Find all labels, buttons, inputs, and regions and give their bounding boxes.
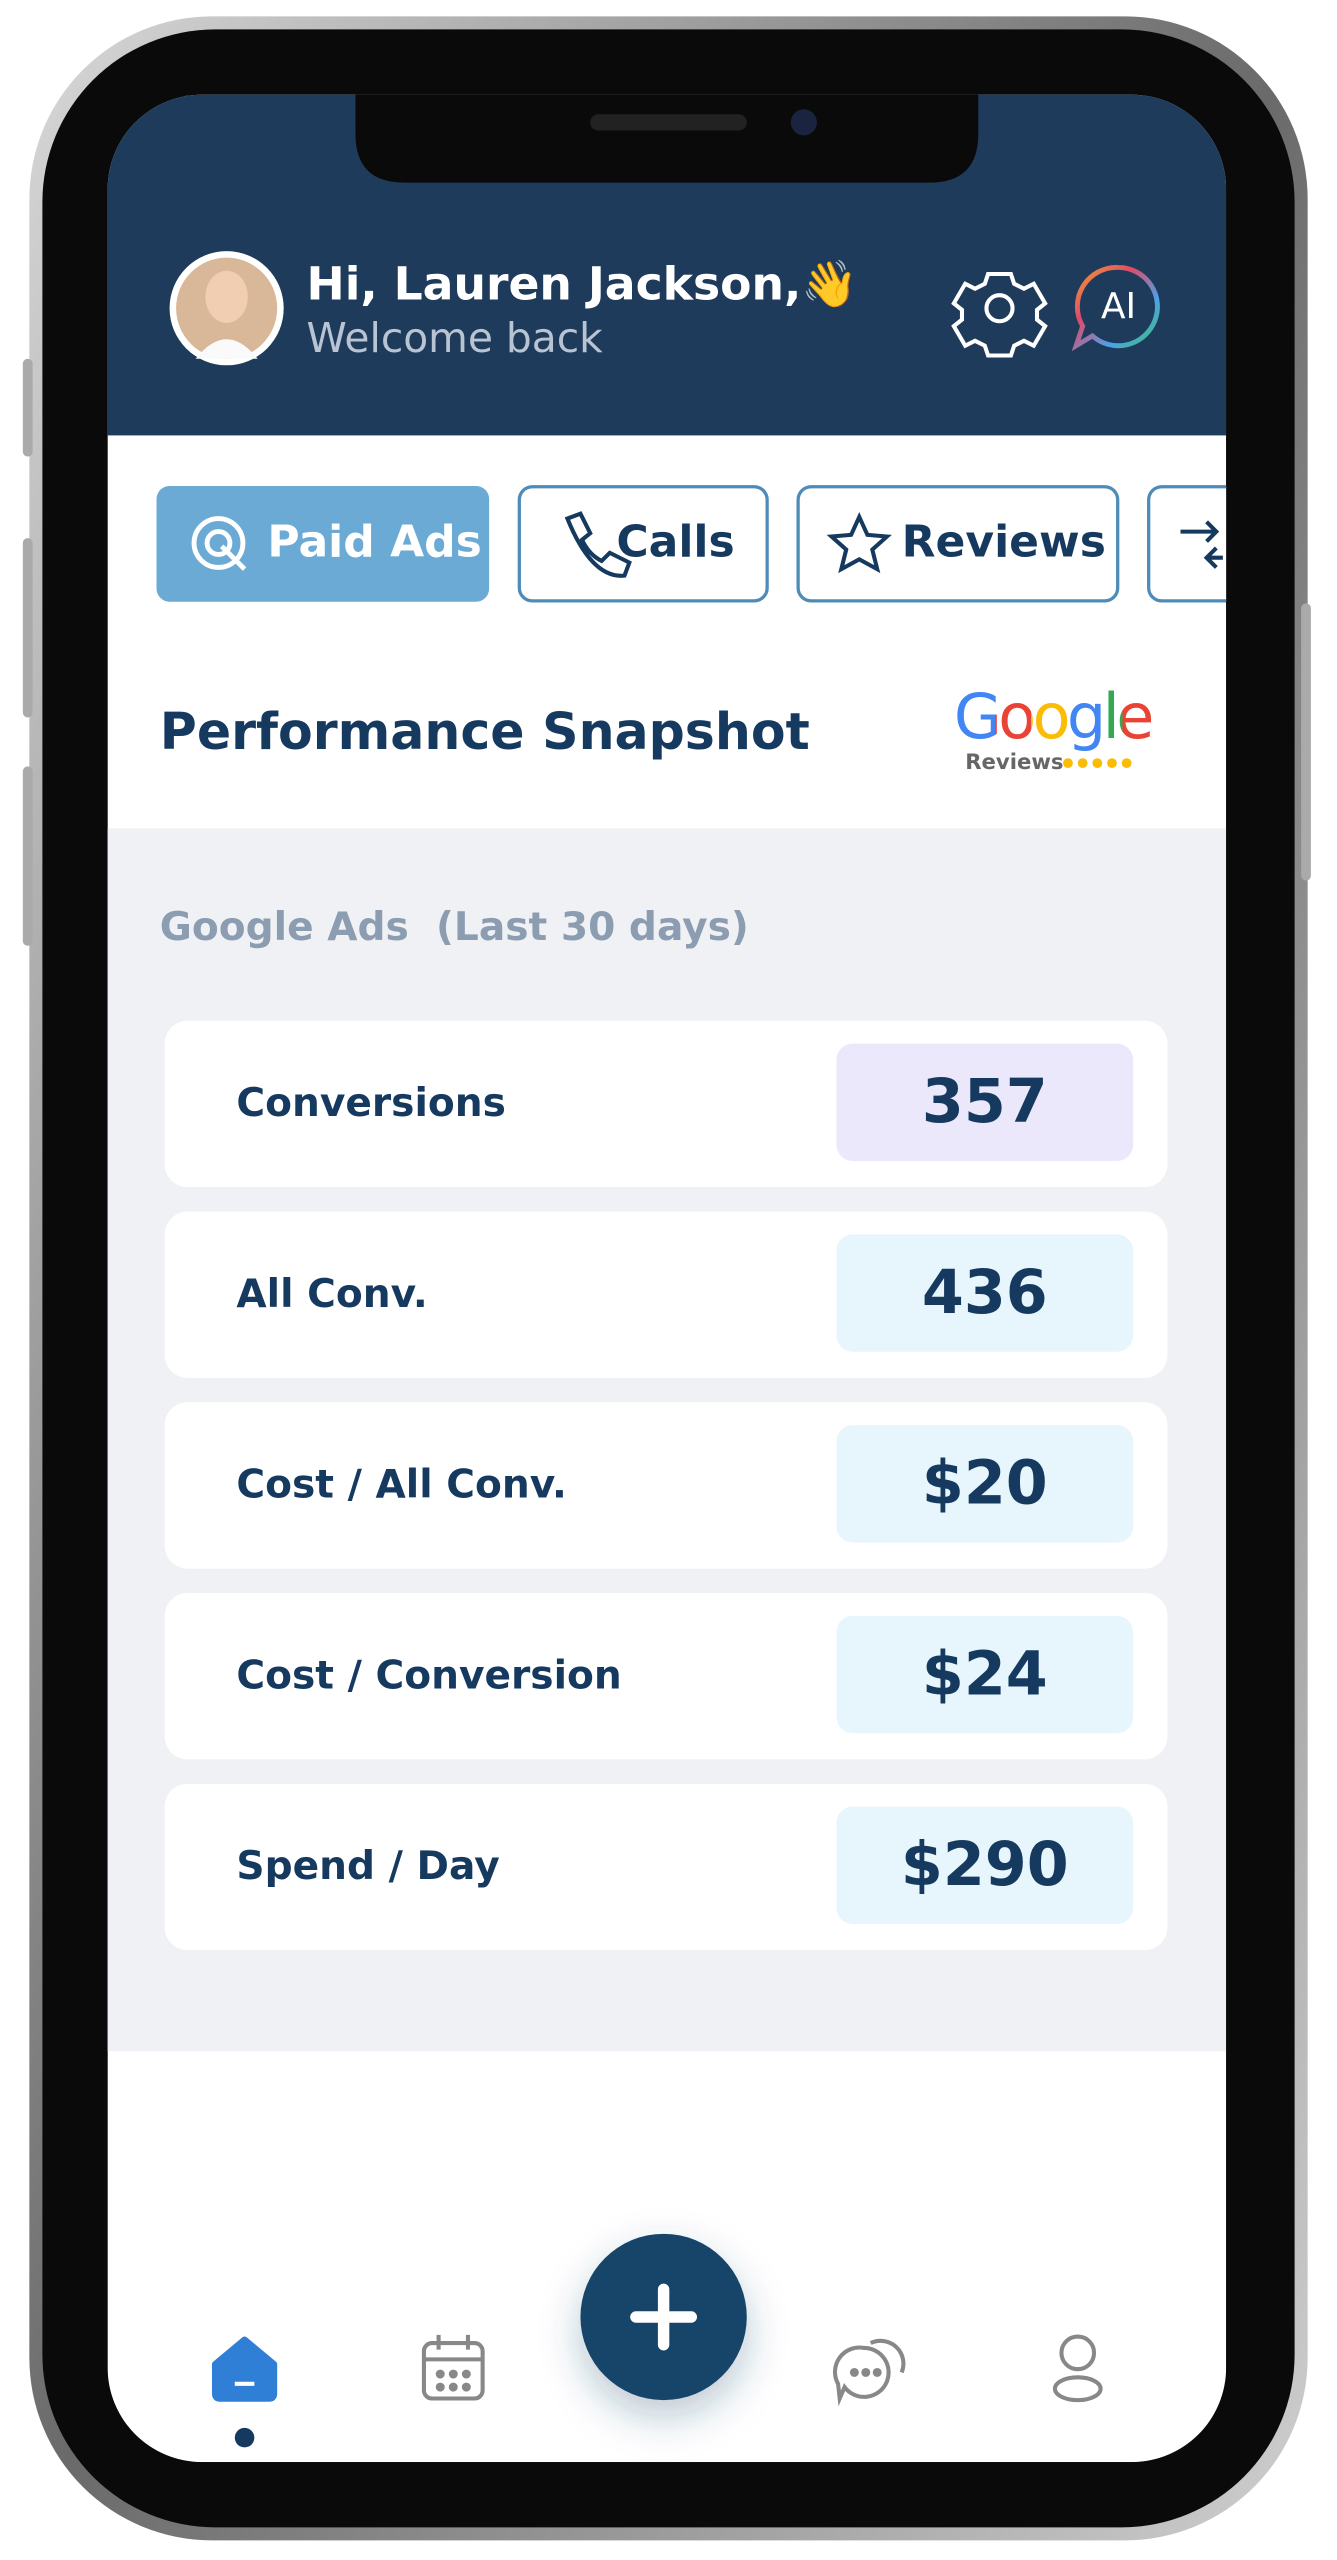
- speaker: [590, 114, 747, 131]
- metric-value-box: [836, 1043, 1134, 1161]
- tab-label: Paid Ads: [267, 517, 481, 568]
- metric-label: All Conv.: [236, 1272, 427, 1317]
- metric-label: Conversions: [236, 1081, 506, 1126]
- subtitle: Welcome back: [307, 314, 604, 362]
- camera: [790, 109, 817, 136]
- nav-chat[interactable]: [832, 2338, 906, 2407]
- screen: Hi, Lauren Jackson,👋 Welcome back AI Pai…: [107, 94, 1296, 2463]
- calls-icon: [564, 511, 632, 578]
- active-dot: [234, 2427, 255, 2448]
- ads-label: Google Ads (Last 30 days): [160, 905, 749, 950]
- rating-stars: [1063, 758, 1132, 769]
- notch: [355, 94, 979, 183]
- add-icon: [630, 2283, 698, 2351]
- side-button: [1301, 603, 1311, 881]
- metric-value-box: [836, 1806, 1134, 1925]
- side-button: [22, 766, 33, 946]
- ai-button[interactable]: [1071, 265, 1160, 352]
- nav-calendar[interactable]: [421, 2334, 485, 2401]
- side-button: [22, 538, 33, 718]
- reviews-icon: [826, 512, 892, 574]
- side-button: [22, 358, 33, 457]
- metric-value-box: [836, 1615, 1134, 1734]
- bottom-nav: [211, 2233, 1103, 2448]
- metric-value: $20: [922, 1449, 1048, 1519]
- metric-label: Cost / Conversion: [236, 1653, 621, 1698]
- nav-home[interactable]: [211, 2336, 278, 2402]
- google-logo: Google: [954, 680, 1155, 753]
- metric-label: Cost / All Conv.: [236, 1463, 566, 1508]
- settings-icon[interactable]: [951, 271, 1048, 358]
- metric-value-box: [836, 1425, 1134, 1543]
- google-caption: Reviews: [965, 749, 1063, 774]
- greeting: Hi, Lauren Jackson,👋: [307, 258, 859, 312]
- ai-label: AI: [1101, 286, 1136, 327]
- more-icon: [1180, 520, 1223, 569]
- metric-value: 436: [922, 1258, 1048, 1328]
- metric-label: Spend / Day: [236, 1844, 499, 1889]
- paid-ads-icon: [191, 516, 247, 571]
- tab-label: Reviews: [902, 517, 1106, 568]
- metric-value: $290: [901, 1830, 1069, 1900]
- tab-more[interactable]: [1147, 485, 1296, 603]
- section-title: Performance Snapshot: [160, 702, 810, 761]
- nav-profile[interactable]: [1052, 2334, 1103, 2403]
- metric-list: Conversions 357 All Conv. 436 Cost / All Con…: [164, 1020, 1168, 1951]
- metric-value: $24: [922, 1639, 1048, 1709]
- tab-label: Calls: [616, 517, 734, 568]
- tab-paid-ads[interactable]: [156, 485, 490, 602]
- metric-value: 357: [922, 1067, 1048, 1137]
- tab-reviews[interactable]: [796, 485, 1120, 603]
- avatar-shirt: [195, 339, 258, 359]
- metric-value-box: [836, 1234, 1134, 1352]
- avatar-face: [205, 270, 248, 323]
